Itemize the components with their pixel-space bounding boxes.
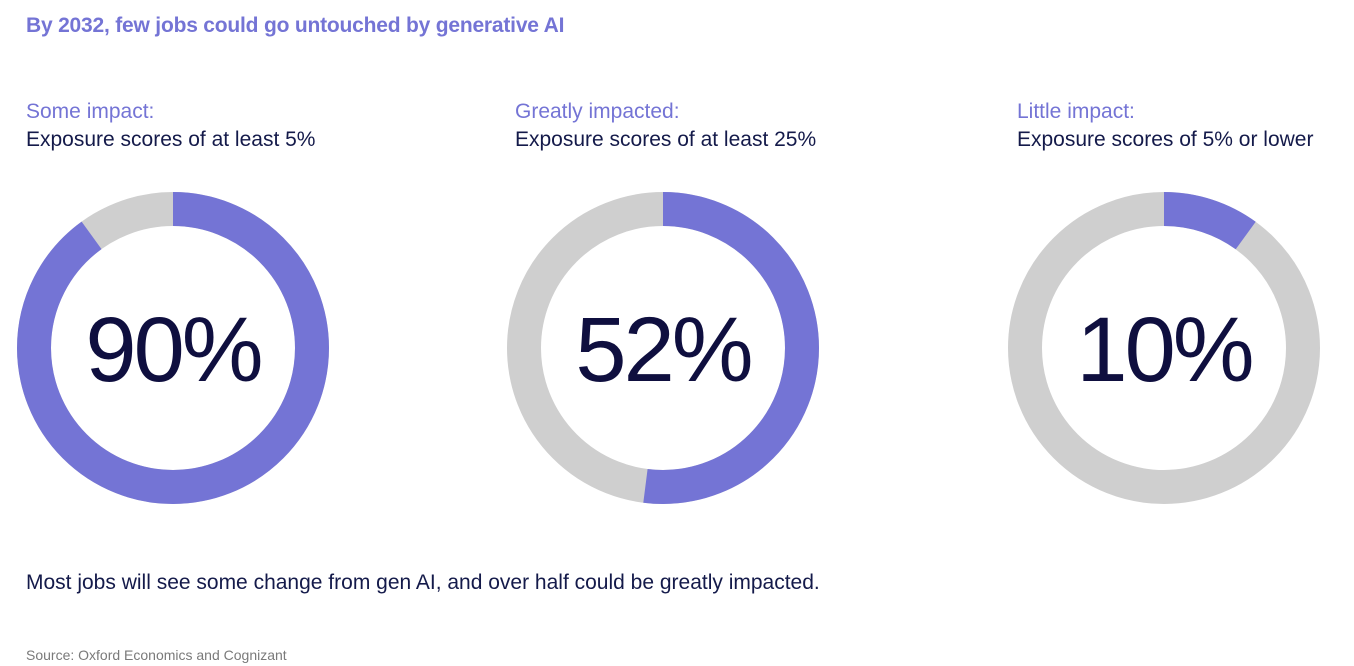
- donut-value-label: 90%: [85, 298, 263, 401]
- summary-note: Most jobs will see some change from gen …: [26, 571, 820, 594]
- panel-little-impact: Little impact: Exposure scores of 5% or …: [1017, 98, 1313, 154]
- category-description: Exposure scores of 5% or lower: [1017, 128, 1314, 151]
- chart-title: By 2032, few jobs could go untouched by …: [26, 14, 565, 37]
- panel-some-impact: Some impact: Exposure scores of at least…: [26, 98, 315, 154]
- donut-value-label: 10%: [1076, 298, 1254, 401]
- category-label: Little impact:: [1017, 100, 1135, 123]
- category-description: Exposure scores of at least 5%: [26, 128, 316, 151]
- source-credit: Source: Oxford Economics and Cognizant: [26, 647, 287, 663]
- donut-svg: [1008, 192, 1320, 504]
- category-description: Exposure scores of at least 25%: [515, 128, 817, 151]
- donut-greatly-impacted: 52%: [507, 192, 819, 504]
- donut-value-arc: [17, 192, 329, 504]
- donut-svg: [17, 192, 329, 504]
- donut-value-arc: [507, 192, 819, 504]
- donut-value-arc: [1008, 192, 1320, 504]
- category-label: Some impact:: [26, 100, 155, 123]
- donut-svg: [507, 192, 819, 504]
- donut-little-impact: 10%: [1008, 192, 1320, 504]
- panel-greatly-impacted: Greatly impacted: Exposure scores of at …: [515, 98, 816, 154]
- category-label: Greatly impacted:: [515, 100, 680, 123]
- donut-some-impact: 90%: [17, 192, 329, 504]
- donut-value-label: 52%: [575, 298, 753, 401]
